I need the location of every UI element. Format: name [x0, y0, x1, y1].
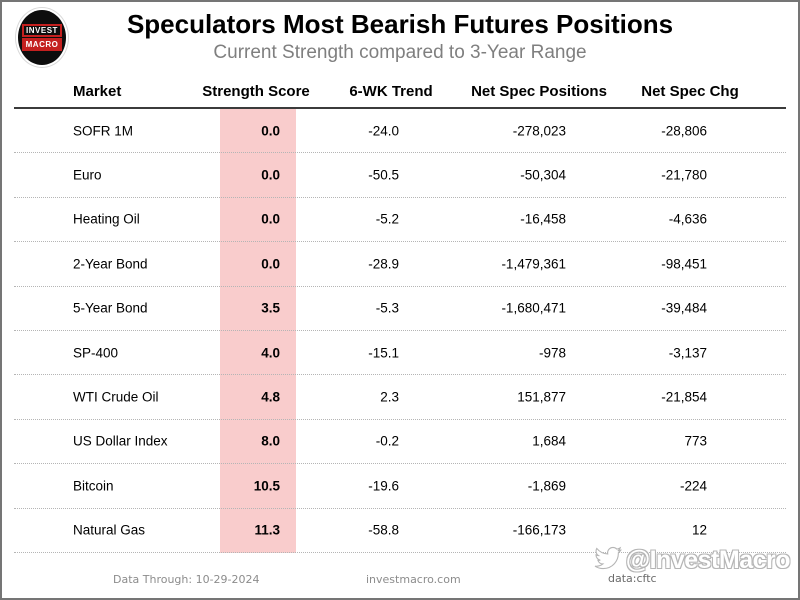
net-spec-positions-cell: -1,869	[527, 478, 566, 494]
trend-cell: -15.1	[368, 345, 399, 361]
table-row: Heating Oil 0.0 -5.2 -16,458 -4,636	[14, 198, 786, 243]
strength-score-cell: 11.3	[254, 522, 280, 538]
strength-score-cell: 0.0	[261, 123, 280, 139]
trend-cell: -50.5	[368, 167, 399, 183]
strength-score-cell: 4.0	[261, 345, 280, 361]
net-spec-chg-cell: -224	[679, 478, 707, 494]
logo-invest-label: INVEST	[22, 24, 62, 37]
market-cell: SP-400	[73, 345, 119, 361]
strength-score-cell: 0.0	[261, 256, 280, 272]
twitter-watermark: @InvestMacro	[593, 545, 791, 576]
logo-macro-label: MACRO	[21, 38, 63, 51]
column-header-market: Market	[73, 83, 122, 100]
strength-score-cell: 4.8	[261, 389, 280, 405]
table-row: SP-400 4.0 -15.1 -978 -3,137	[14, 331, 786, 376]
strength-score-cell: 0.0	[261, 211, 280, 227]
website-label: investmacro.com	[366, 573, 461, 586]
market-cell: 5-Year Bond	[73, 300, 148, 316]
strength-score-cell: 10.5	[253, 478, 280, 494]
net-spec-chg-cell: -3,137	[668, 345, 707, 361]
trend-cell: -24.0	[368, 123, 399, 139]
trend-cell: -58.8	[368, 522, 399, 538]
net-spec-positions-cell: -278,023	[512, 123, 566, 139]
trend-cell: -5.3	[375, 300, 399, 316]
column-header-6wk-trend: 6-WK Trend	[349, 83, 433, 100]
market-cell: Heating Oil	[73, 211, 140, 227]
data-source-label: data:cftc	[608, 572, 657, 585]
trend-cell: -5.2	[375, 211, 399, 227]
page-title: Speculators Most Bearish Futures Positio…	[126, 9, 674, 39]
watermark-handle: @InvestMacro	[625, 546, 791, 574]
net-spec-positions-cell: -1,479,361	[501, 256, 566, 272]
table-header-row: Market Strength Score 6-WK Trend Net Spe…	[14, 80, 786, 109]
strength-score-highlight-strip	[220, 109, 296, 553]
net-spec-positions-cell: -166,173	[512, 522, 566, 538]
net-spec-chg-cell: 12	[691, 522, 707, 538]
market-cell: Bitcoin	[73, 478, 114, 494]
table-rows: SOFR 1M 0.0 -24.0 -278,023 -28,806 Euro …	[14, 109, 786, 553]
market-cell: Euro	[73, 167, 102, 183]
net-spec-chg-cell: -21,780	[661, 167, 707, 183]
net-spec-chg-cell: -21,854	[661, 389, 707, 405]
page-subtitle: Current Strength compared to 3-Year Rang…	[213, 42, 587, 63]
market-cell: Natural Gas	[73, 522, 146, 538]
net-spec-positions-cell: -50,304	[520, 167, 566, 183]
table-body: SOFR 1M 0.0 -24.0 -278,023 -28,806 Euro …	[14, 109, 786, 553]
market-cell: WTI Crude Oil	[73, 389, 159, 405]
investmacro-logo: INVEST MACRO	[18, 10, 66, 65]
net-spec-chg-cell: -98,451	[661, 256, 707, 272]
table-row: SOFR 1M 0.0 -24.0 -278,023 -28,806	[14, 109, 786, 154]
table-row: 2-Year Bond 0.0 -28.9 -1,479,361 -98,451	[14, 242, 786, 287]
strength-score-cell: 3.5	[261, 300, 280, 316]
market-cell: SOFR 1M	[73, 123, 134, 139]
net-spec-chg-cell: -39,484	[661, 300, 707, 316]
net-spec-positions-cell: 151,877	[517, 389, 566, 405]
table-row: US Dollar Index 8.0 -0.2 1,684 773	[14, 420, 786, 465]
data-through-label: Data Through: 10-29-2024	[113, 573, 260, 586]
strength-score-cell: 8.0	[261, 433, 280, 449]
net-spec-positions-cell: -16,458	[520, 211, 566, 227]
trend-cell: 2.3	[380, 389, 399, 405]
net-spec-positions-cell: 1,684	[532, 433, 566, 449]
net-spec-chg-cell: -28,806	[661, 123, 707, 139]
trend-cell: -0.2	[375, 433, 399, 449]
column-header-net-spec-positions: Net Spec Positions	[471, 83, 607, 100]
strength-score-cell: 0.0	[261, 167, 280, 183]
column-header-net-spec-chg: Net Spec Chg	[641, 83, 739, 100]
table-row: Bitcoin 10.5 -19.6 -1,869 -224	[14, 464, 786, 509]
market-cell: US Dollar Index	[73, 433, 168, 449]
net-spec-positions-cell: -978	[538, 345, 566, 361]
trend-cell: -28.9	[368, 256, 399, 272]
net-spec-positions-cell: -1,680,471	[501, 300, 566, 316]
column-header-strength-score: Strength Score	[202, 83, 310, 100]
trend-cell: -19.6	[368, 478, 399, 494]
table-row: Natural Gas 11.3 -58.8 -166,173 12	[14, 509, 786, 553]
table-row: 5-Year Bond 3.5 -5.3 -1,680,471 -39,484	[14, 287, 786, 331]
table-row: Euro 0.0 -50.5 -50,304 -21,780	[14, 153, 786, 198]
twitter-bird-icon	[593, 545, 623, 576]
market-cell: 2-Year Bond	[73, 256, 148, 272]
net-spec-chg-cell: -4,636	[668, 211, 707, 227]
net-spec-chg-cell: 773	[684, 433, 707, 449]
table-row: WTI Crude Oil 4.8 2.3 151,877 -21,854	[14, 375, 786, 420]
